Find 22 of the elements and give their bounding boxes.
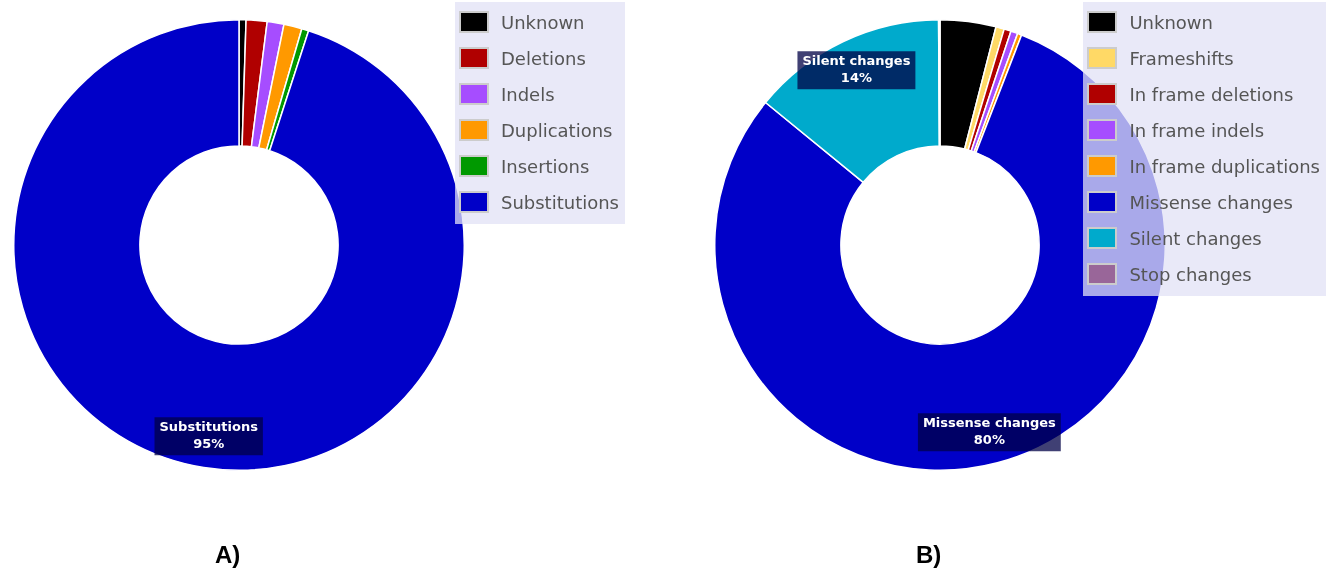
legend-label: Insertions bbox=[500, 155, 590, 177]
legend-label: In frame duplications bbox=[1129, 155, 1320, 177]
slice-label: Missense changes bbox=[922, 414, 1057, 430]
slice-label: Substitutions bbox=[159, 418, 259, 434]
data-label: 80% bbox=[973, 431, 1005, 447]
legend-label: Deletions bbox=[500, 47, 586, 69]
slice-label: Silent changes bbox=[802, 52, 911, 68]
data-label: 95% bbox=[193, 435, 225, 451]
legend-label: Duplications bbox=[500, 119, 613, 141]
legend-label: Missense changes bbox=[1129, 191, 1293, 213]
legend-label: Silent changes bbox=[1129, 227, 1262, 249]
legend-label: In frame deletions bbox=[1129, 83, 1294, 105]
legend-label: Unknown bbox=[1129, 11, 1213, 33]
legend-label: Frameshifts bbox=[1129, 47, 1234, 69]
text: A) bbox=[215, 541, 241, 569]
text: B) bbox=[916, 541, 942, 569]
legend-label: Indels bbox=[500, 83, 555, 105]
legend-label: Unknown bbox=[500, 11, 585, 33]
legend-label: Substitutions bbox=[500, 191, 619, 213]
legend-label: Stop changes bbox=[1129, 263, 1252, 285]
data-label: 14% bbox=[840, 69, 872, 85]
legend-label: In frame indels bbox=[1129, 119, 1265, 141]
